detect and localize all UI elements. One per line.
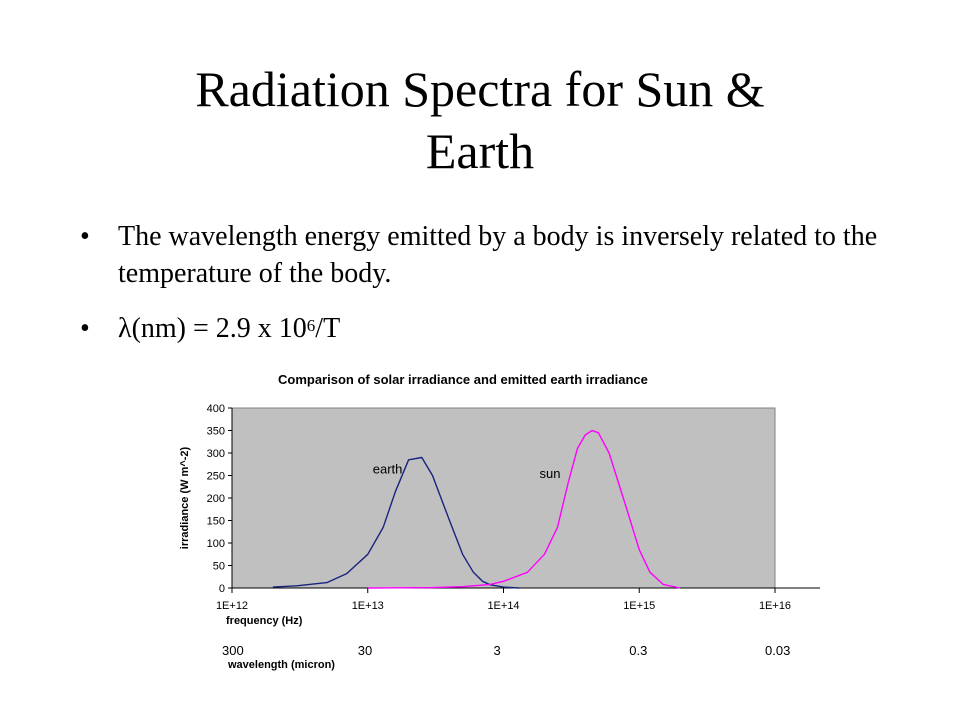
y-tick-label: 50 [213,561,225,573]
bullet-item-formula: • λ(nm) = 2.9 x 106/T [80,310,900,347]
secondary-tick-label: 300 [222,643,244,658]
formula-prefix: λ(nm) = 2.9 x 10 [118,313,307,344]
secondary-tick-label: 0.3 [629,643,647,658]
y-tick-label: 350 [207,426,225,438]
y-tick-label: 0 [219,583,225,595]
plot-area [232,408,775,588]
title-line-1: Radiation Spectra for Sun & [0,58,960,120]
x-tick-label: 1E+14 [487,600,519,612]
secondary-tick-label: 3 [494,643,501,658]
formula-suffix: /T [315,313,340,344]
y-tick-label: 150 [207,516,225,528]
series-label-earth: earth [373,461,403,476]
x-axis-title: frequency (Hz) [226,615,303,627]
y-tick-label: 300 [207,448,225,460]
chart-title: Comparison of solar irradiance and emitt… [278,372,648,387]
y-axis: 0 50 100 150 200 250 300 350 400 [207,403,232,595]
secondary-tick-label: 30 [358,643,372,658]
bullet-item-wavelength: • The wavelength energy emitted by a bod… [80,218,900,292]
bullet-dot-icon: • [80,218,90,255]
x-tick-label: 1E+13 [352,600,384,612]
title-line-2: Earth [0,120,960,182]
y-tick-label: 100 [207,538,225,550]
y-tick-label: 250 [207,471,225,483]
x-tick-label: 1E+12 [216,600,248,612]
slide-title: Radiation Spectra for Sun & Earth [0,58,960,182]
y-tick-label: 200 [207,493,225,505]
x-tick-label: 1E+16 [759,600,791,612]
bullet-list: • The wavelength energy emitted by a bod… [80,218,900,347]
x-tick-label: 1E+15 [623,600,655,612]
y-axis-title: irradiance (W m^-2) [179,446,191,549]
formula-exponent: 6 [307,316,316,335]
bullet-dot-icon: • [80,310,90,347]
x-axis: 1E+12 300 1E+13 30 1E+14 3 1E+15 0.3 1E+16 0.03 [216,588,820,658]
irradiance-chart: Comparison of solar irradiance and emitt… [170,362,820,682]
series-label-sun: sun [539,466,560,481]
secondary-tick-label: 0.03 [765,643,790,658]
y-tick-label: 400 [207,403,225,415]
bullet-text-wavelength: The wavelength energy emitted by a body … [118,221,877,289]
secondary-x-axis-title: wavelength (micron) [227,659,335,671]
